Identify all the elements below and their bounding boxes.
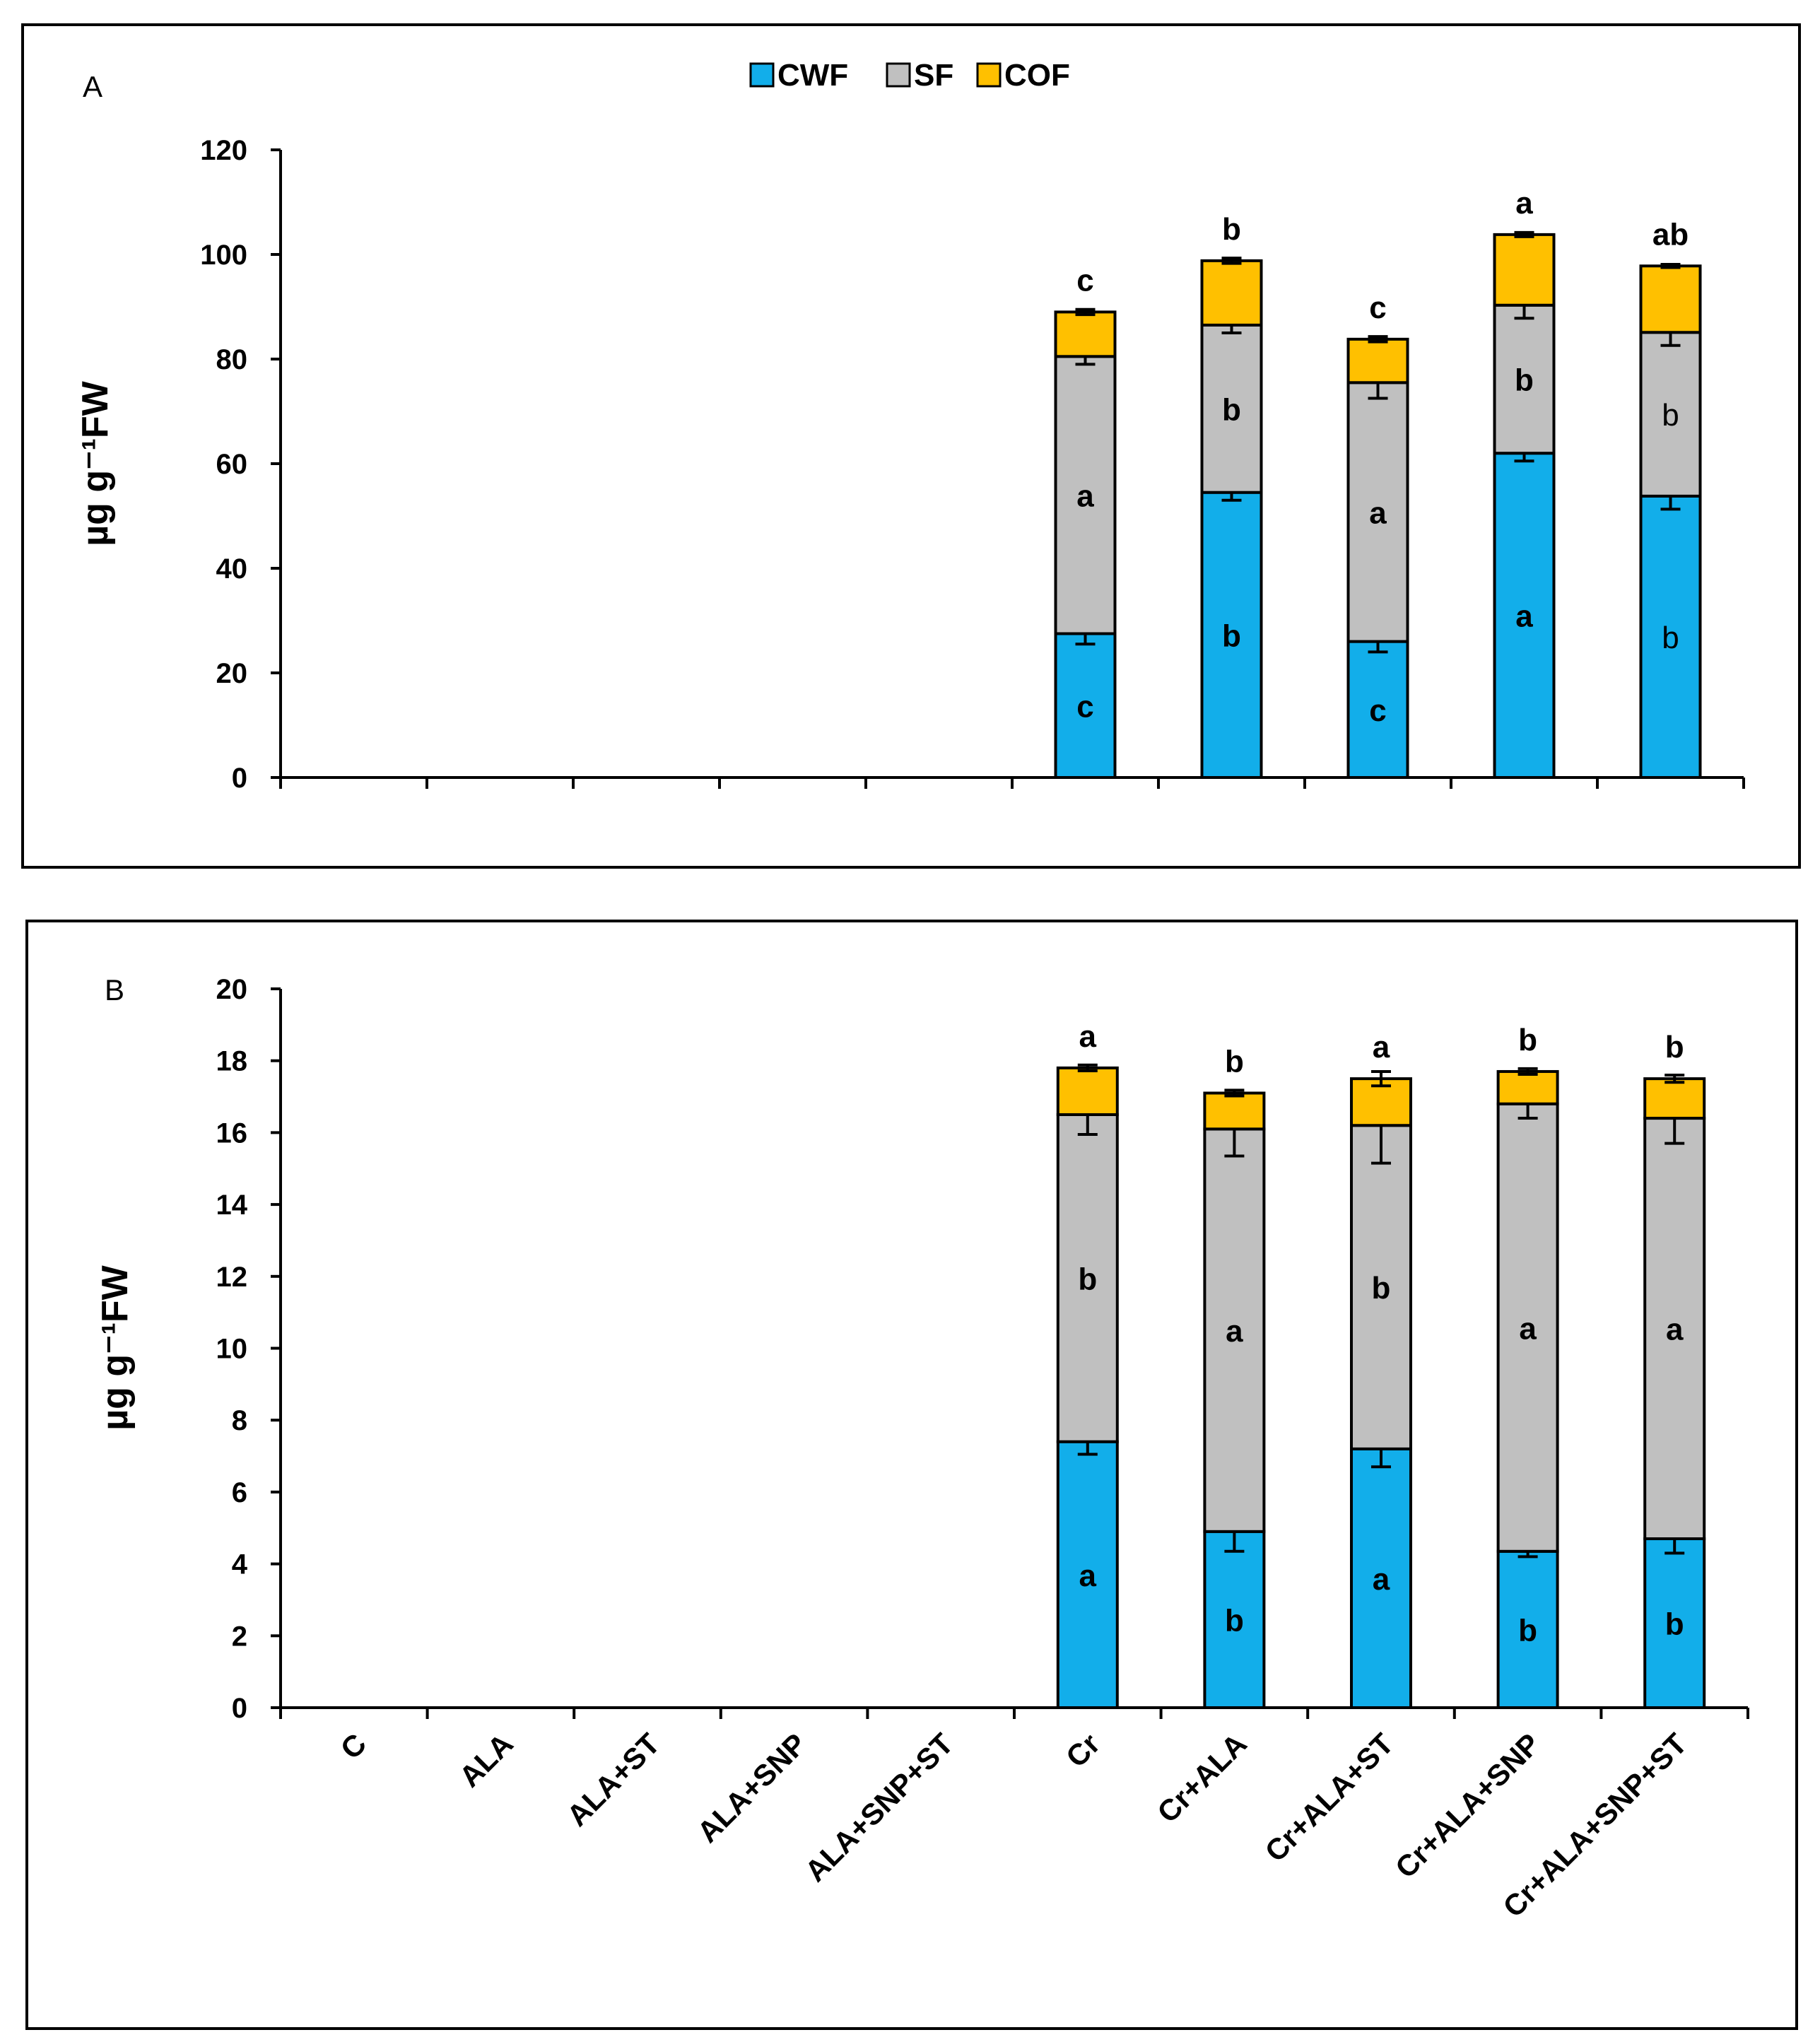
bar-cof <box>1346 337 1409 385</box>
y-tick-label: 8 <box>232 1405 247 1436</box>
significance-letter: b <box>1665 1030 1684 1064</box>
significance-letter: b <box>1665 1607 1684 1642</box>
bar-cwf <box>1200 491 1263 779</box>
bar-cwf <box>1346 640 1409 779</box>
y-tick-label: 12 <box>216 1262 248 1293</box>
bar-cof <box>1054 310 1117 358</box>
bar-cof <box>1639 264 1702 334</box>
legend-swatch-cwf <box>749 62 775 88</box>
y-tick-label: 100 <box>200 240 247 271</box>
bar-cof <box>1203 1091 1266 1131</box>
bar-sf <box>1056 1113 1119 1443</box>
bar-sf <box>1200 323 1263 494</box>
significance-letter: ab <box>1652 217 1689 252</box>
y-tick-label: 16 <box>216 1117 248 1149</box>
significance-letter: b <box>1662 621 1679 655</box>
significance-letter: a <box>1076 479 1094 513</box>
significance-letter: c <box>1076 263 1093 298</box>
bar-sf <box>1496 1102 1559 1553</box>
panel-a-letter: A <box>83 70 102 103</box>
y-tick-label: 4 <box>232 1549 248 1580</box>
significance-letter: a <box>1079 1019 1097 1054</box>
significance-letter: b <box>1225 1044 1244 1079</box>
significance-letter: c <box>1369 693 1386 728</box>
significance-letter: b <box>1518 1023 1537 1057</box>
significance-letter: a <box>1226 1314 1243 1349</box>
bar-sf <box>1054 355 1117 635</box>
y-tick-label: 60 <box>216 449 248 480</box>
y-tick-label: 0 <box>232 763 247 794</box>
y-tick-label: 120 <box>200 135 247 166</box>
y-tick-label: 10 <box>216 1334 248 1365</box>
significance-letter: a <box>1373 1030 1390 1064</box>
significance-letter: b <box>1225 1603 1244 1638</box>
bar-cof <box>1493 233 1556 307</box>
bar-cwf <box>1493 452 1556 779</box>
significance-letter: a <box>1079 1559 1097 1593</box>
y-tick-label: 6 <box>232 1477 247 1508</box>
significance-letter: a <box>1369 495 1387 530</box>
significance-letter: a <box>1666 1313 1684 1347</box>
bar-cwf <box>1643 1537 1706 1709</box>
bar-cof <box>1056 1066 1119 1116</box>
legend-label-cwf: CWF <box>777 58 848 93</box>
y-tick-label: 80 <box>216 344 248 375</box>
y-tick-label: 40 <box>216 553 248 585</box>
y-tick-label: 14 <box>216 1190 248 1221</box>
bar-cof <box>1200 259 1263 327</box>
significance-letter: a <box>1373 1562 1390 1597</box>
bar-sf <box>1203 1127 1266 1533</box>
y-tick-label: 20 <box>216 974 248 1005</box>
y-axis-title: µg g⁻¹FW <box>75 380 116 546</box>
y-tick-label: 18 <box>216 1046 248 1077</box>
panel-b-letter: B <box>105 973 124 1007</box>
legend: CWF SF COF <box>749 58 1070 93</box>
significance-letter: b <box>1222 618 1241 653</box>
bar-sf <box>1643 1117 1706 1541</box>
y-axis-title: µg g⁻¹FW <box>95 1264 136 1430</box>
bar-sf <box>1639 331 1702 498</box>
bar-cwf <box>1350 1447 1412 1709</box>
bar-cwf <box>1496 1549 1559 1709</box>
y-tick-label: 20 <box>216 658 248 689</box>
bar-cwf <box>1054 632 1117 779</box>
significance-letter: b <box>1515 363 1534 397</box>
significance-letter: a <box>1515 186 1533 221</box>
bar-sf <box>1350 1124 1412 1450</box>
significance-letter: b <box>1662 398 1679 433</box>
bar-cof <box>1643 1077 1706 1120</box>
significance-letter: a <box>1515 599 1533 634</box>
y-tick-label: 2 <box>232 1621 247 1652</box>
y-tick-label: 0 <box>232 1693 247 1724</box>
significance-letter: c <box>1369 291 1386 325</box>
legend-label-sf: SF <box>914 58 953 93</box>
significance-letter: b <box>1078 1262 1097 1296</box>
significance-letter: a <box>1519 1311 1537 1346</box>
significance-letter: b <box>1222 392 1241 427</box>
bar-cwf <box>1203 1530 1266 1709</box>
chart-b-plot: 0 2 4 6 8 10 12 14 16 18 20 µg g⁻¹FW a b a b a b a b a b a b b a b <box>95 974 1749 1724</box>
significance-letter: b <box>1222 212 1241 247</box>
bar-sf <box>1493 303 1556 455</box>
legend-swatch-sf <box>886 62 911 88</box>
bar-cof <box>1496 1069 1559 1105</box>
significance-letter: b <box>1372 1271 1391 1305</box>
legend-label-cof: COF <box>1004 58 1070 93</box>
bar-cwf <box>1056 1440 1119 1709</box>
legend-swatch-cof <box>976 62 1002 88</box>
significance-letter: b <box>1518 1613 1537 1648</box>
significance-letter: c <box>1076 689 1093 724</box>
